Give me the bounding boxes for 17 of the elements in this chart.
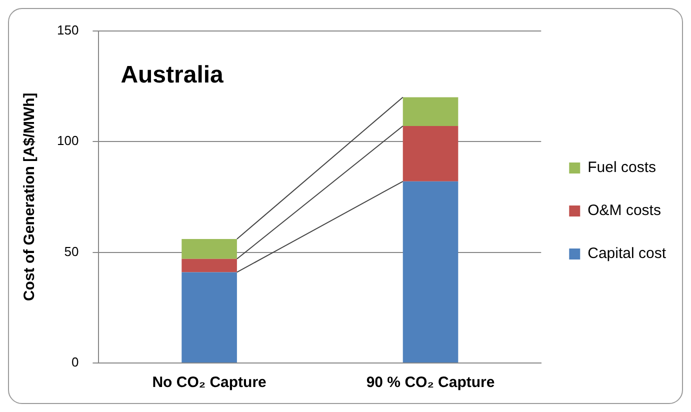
bar <box>182 258 237 272</box>
y-tick-label: 0 <box>71 354 79 370</box>
y-tick-label: 150 <box>56 22 79 38</box>
bar <box>402 97 458 126</box>
x-tick-label: No CO₂ Capture <box>152 374 266 392</box>
x-tick-label: 90 % CO₂ Capture <box>366 374 495 392</box>
y-axis-title: Cost of Generation [A$/MWh] <box>21 92 38 302</box>
legend-label: Fuel costs <box>588 159 656 176</box>
bar <box>402 181 458 362</box>
legend-label: O&M costs <box>588 202 661 220</box>
y-tick-label: 100 <box>56 133 79 148</box>
legend-label: Capital cost <box>588 245 667 262</box>
text: Australia <box>120 61 224 88</box>
bar <box>182 272 237 362</box>
y-tick-label: 50 <box>64 244 79 259</box>
bar <box>182 238 237 259</box>
bar <box>402 126 458 182</box>
